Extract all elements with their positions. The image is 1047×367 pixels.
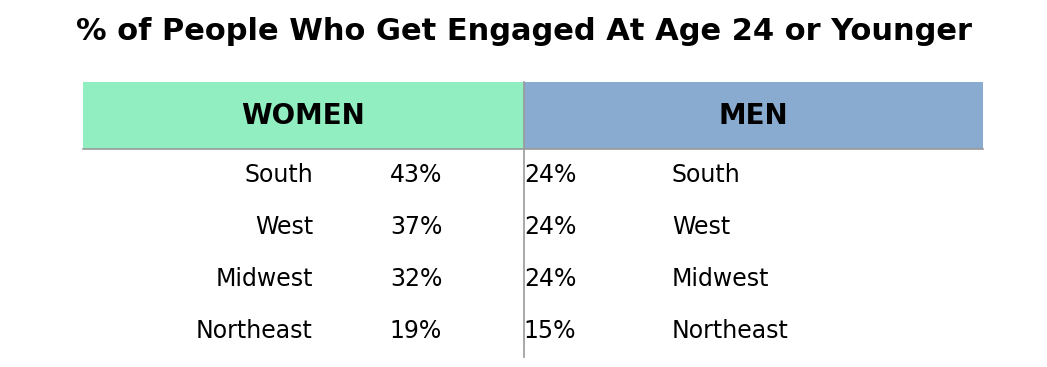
Text: Midwest: Midwest	[216, 267, 313, 291]
Text: Northeast: Northeast	[196, 319, 313, 343]
Text: South: South	[244, 163, 313, 187]
Text: WOMEN: WOMEN	[242, 102, 365, 130]
Text: 24%: 24%	[524, 163, 576, 187]
Text: % of People Who Get Engaged At Age 24 or Younger: % of People Who Get Engaged At Age 24 or…	[75, 17, 972, 46]
FancyBboxPatch shape	[524, 82, 983, 149]
Text: 37%: 37%	[389, 215, 442, 239]
Text: Midwest: Midwest	[672, 267, 770, 291]
FancyBboxPatch shape	[84, 82, 524, 149]
Text: 24%: 24%	[524, 267, 576, 291]
Text: 24%: 24%	[524, 215, 576, 239]
Text: 19%: 19%	[389, 319, 442, 343]
Text: Northeast: Northeast	[672, 319, 788, 343]
Text: South: South	[672, 163, 740, 187]
Text: West: West	[254, 215, 313, 239]
Text: 15%: 15%	[524, 319, 576, 343]
Text: 32%: 32%	[389, 267, 442, 291]
Text: MEN: MEN	[718, 102, 788, 130]
Text: 43%: 43%	[389, 163, 442, 187]
Text: West: West	[672, 215, 730, 239]
